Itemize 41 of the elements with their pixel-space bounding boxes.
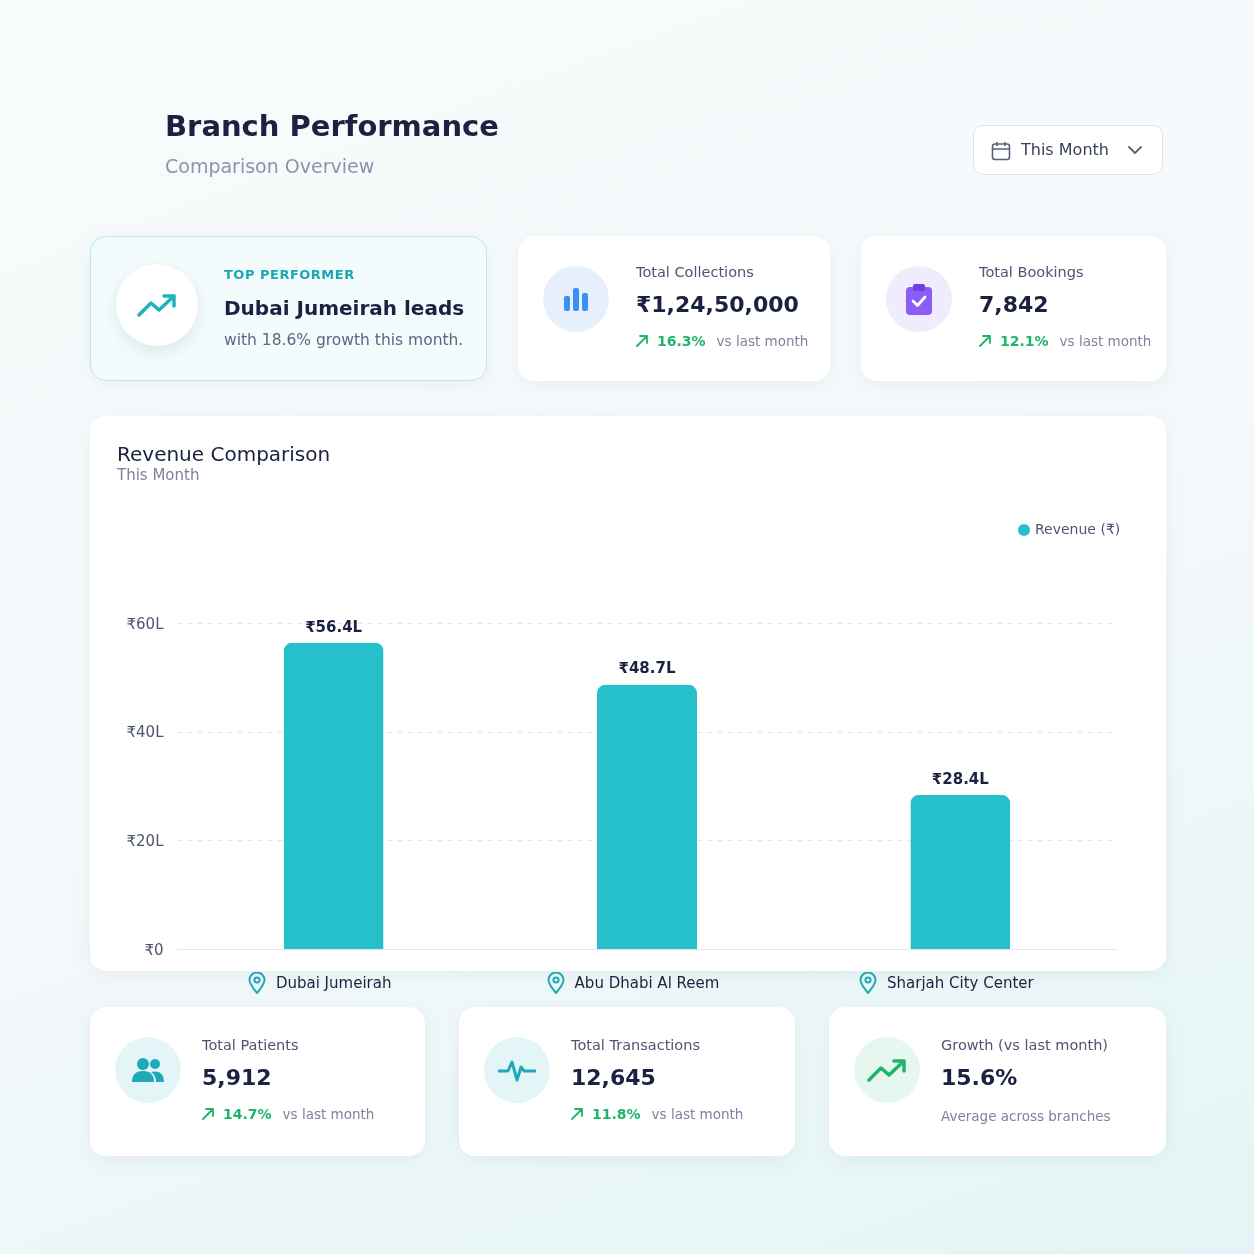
text: ₹1,24,50,000: [636, 292, 799, 317]
text: 14.7%: [223, 1106, 272, 1122]
text: Total Patients: [202, 1037, 299, 1053]
text: Average across branches: [941, 1108, 1111, 1124]
text: Branch Performance: [165, 109, 499, 143]
text: vs last month: [651, 1106, 744, 1122]
text: TOP PERFORMER: [224, 267, 355, 282]
text: ₹56.4L: [305, 617, 363, 636]
text: 7,842: [979, 292, 1049, 317]
text: vs last month: [282, 1106, 375, 1122]
y-tick-label: ₹60L: [126, 614, 165, 633]
text: This Month: [1021, 140, 1109, 159]
text: Total Collections: [636, 264, 754, 280]
text: Comparison Overview: [165, 155, 375, 177]
text: Growth (vs last month): [941, 1037, 1108, 1053]
text: Total Bookings: [979, 264, 1084, 280]
text: 16.3%: [657, 333, 706, 349]
chart-title: Revenue Comparison: [117, 442, 331, 466]
text: 5,912: [202, 1065, 272, 1090]
y-tick-label: ₹40L: [126, 723, 165, 742]
bar: [597, 684, 697, 949]
text: with 18.6% growth this month.: [224, 331, 464, 349]
text: vs last month: [1059, 333, 1152, 349]
text: 12.1%: [1000, 333, 1049, 349]
text: 11.8%: [592, 1106, 641, 1122]
y-tick-label: ₹0: [144, 940, 164, 959]
bar: [283, 642, 384, 949]
text: Total Transactions: [571, 1037, 700, 1053]
text: ₹28.4L: [931, 769, 989, 788]
text: 15.6%: [941, 1065, 1018, 1090]
text: 12,645: [571, 1065, 656, 1090]
x-tick-label: Dubai Jumeirah: [275, 973, 392, 992]
legend-label: Revenue (₹): [1035, 521, 1121, 537]
bar: [910, 794, 1011, 949]
x-tick-label: Sharjah City Center: [886, 973, 1035, 992]
x-tick-label: Abu Dhabi Al Reem: [574, 973, 720, 992]
text: vs last month: [716, 333, 809, 349]
y-tick-label: ₹20L: [126, 831, 165, 850]
text: ₹48.7L: [618, 659, 676, 678]
chart-subtitle: This Month: [116, 466, 200, 484]
text: Dubai Jumeirah leads: [224, 296, 465, 320]
